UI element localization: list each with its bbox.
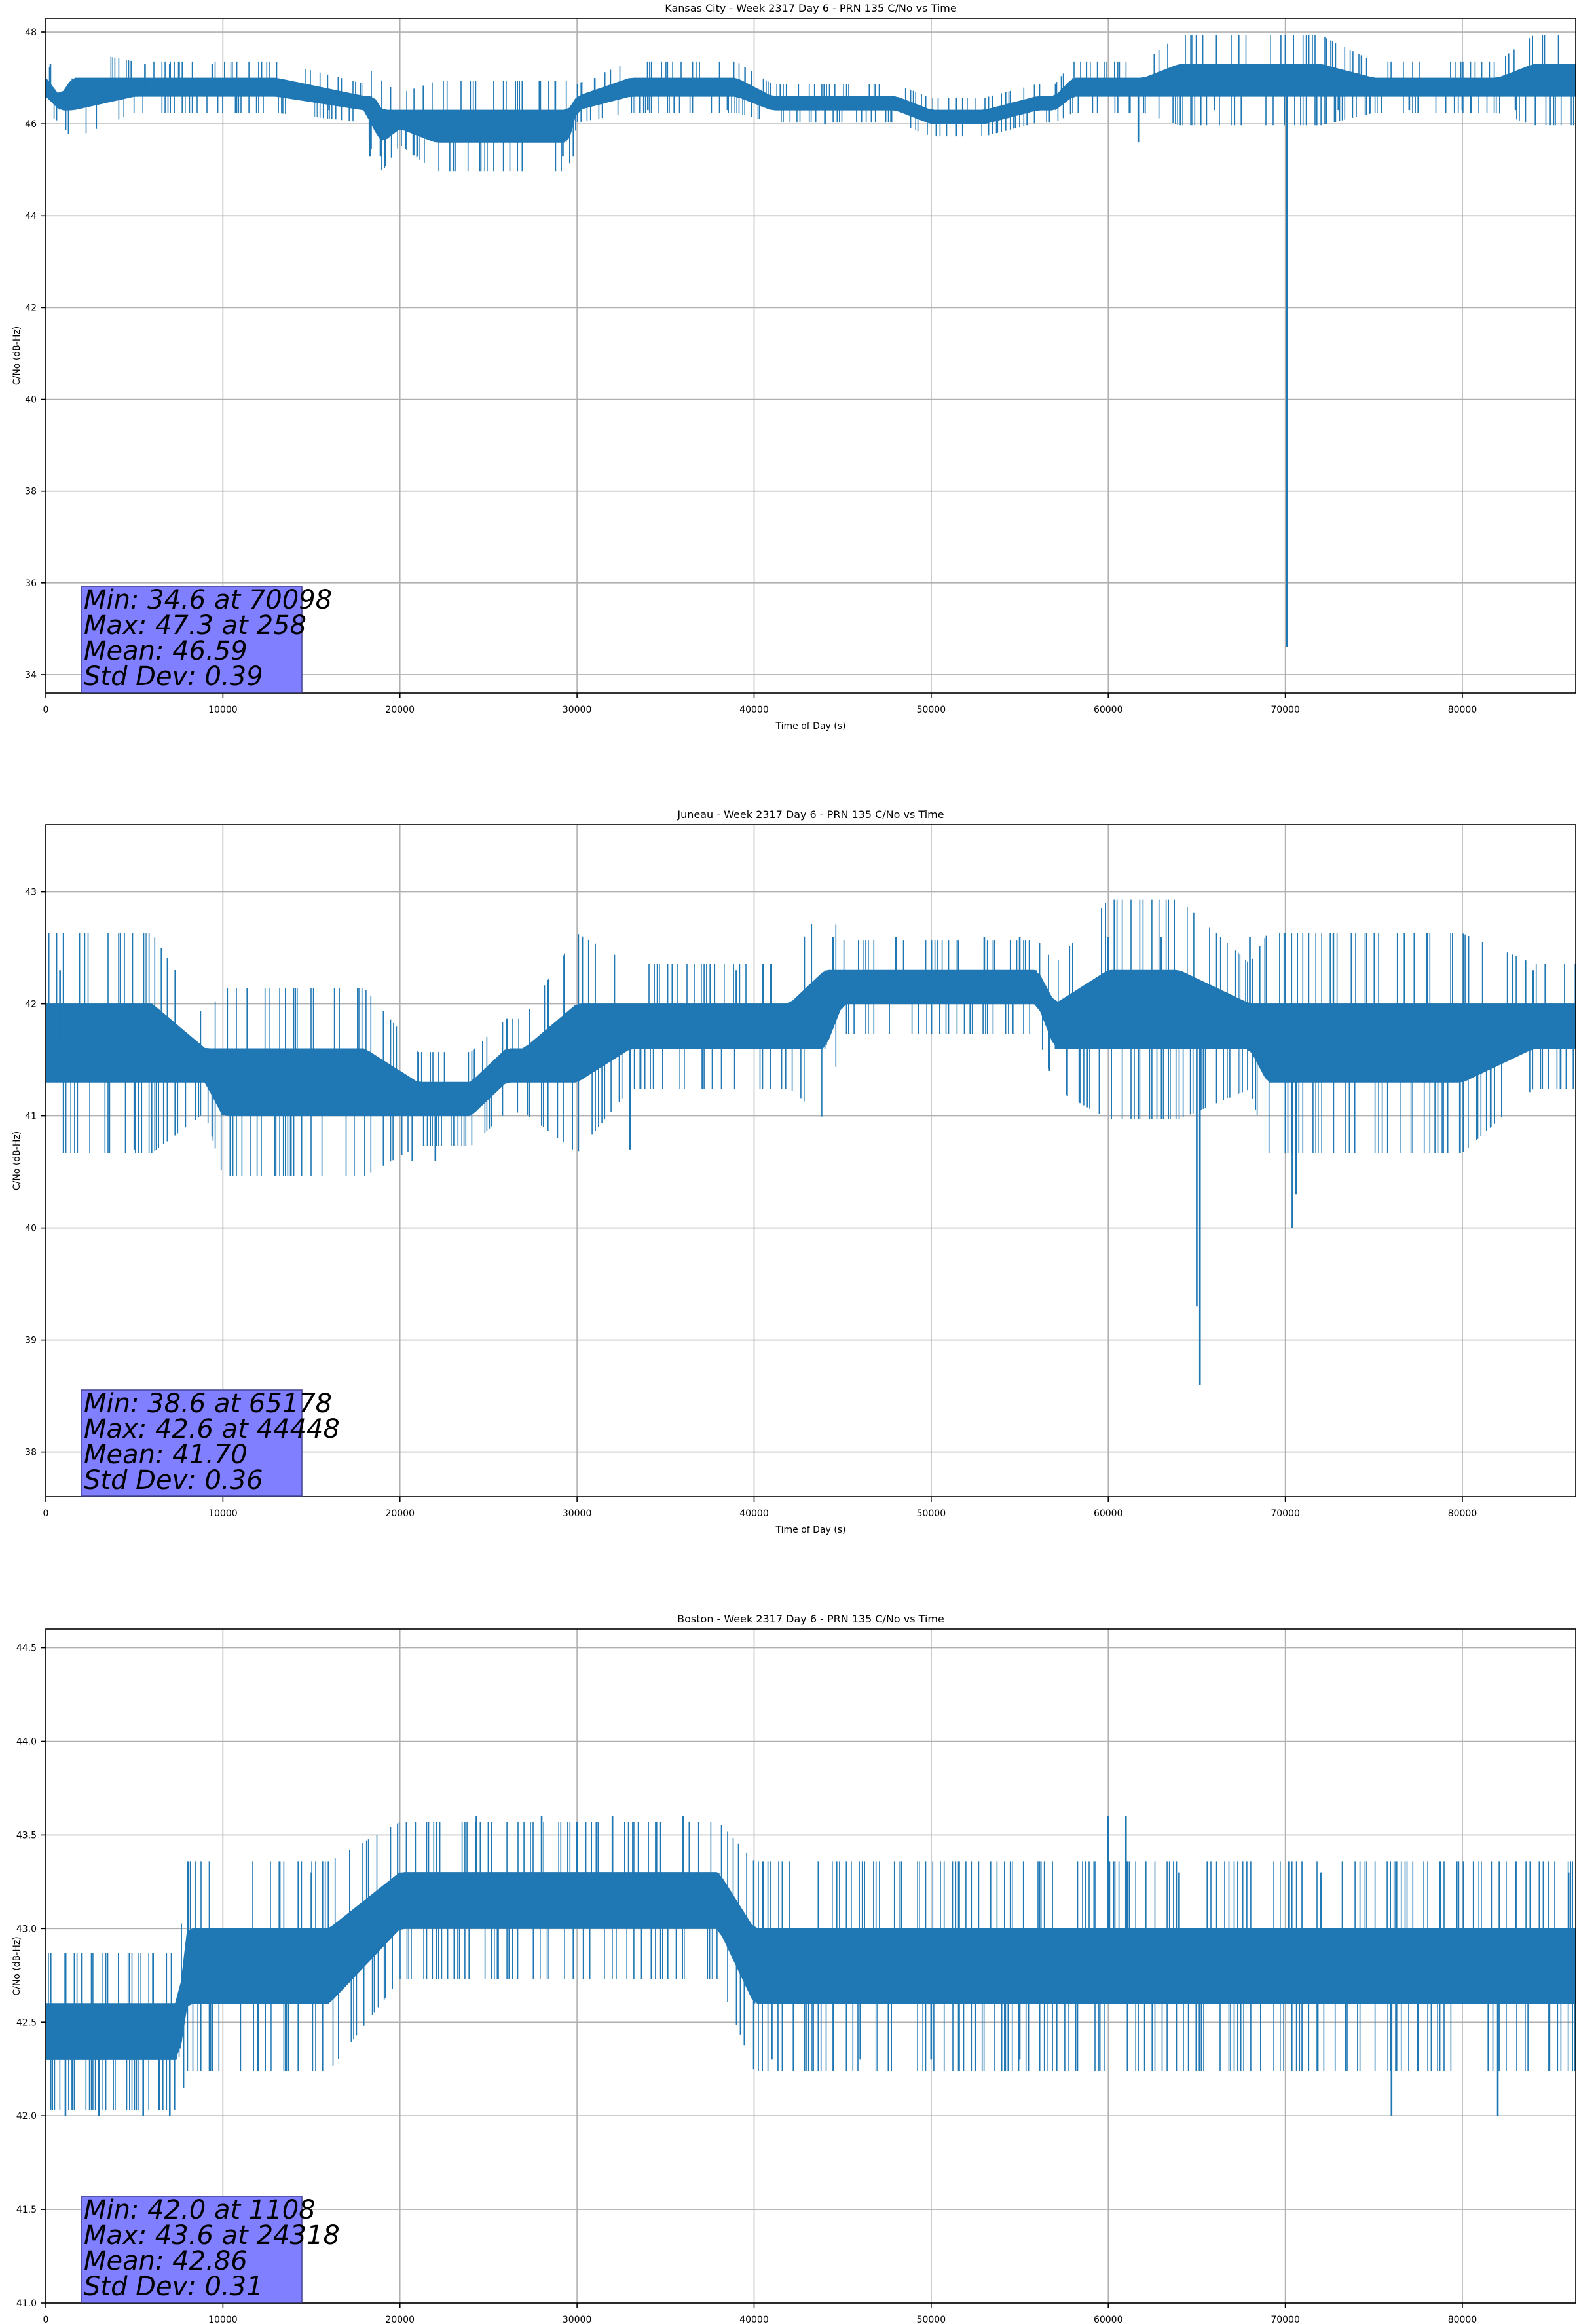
chart-title: Boston - Week 2317 Day 6 - PRN 135 C/No … [677, 1613, 944, 1625]
x-tick-label: 70000 [1271, 705, 1300, 715]
x-tick-label: 60000 [1094, 1509, 1123, 1519]
chart-panel-2: 0 10000 20000 30000 40000 50000 60000 70000 8000… [12, 1613, 1576, 2324]
y-tick-label: 34 [25, 670, 37, 681]
x-tick-label: 40000 [739, 1509, 769, 1519]
x-tick-label: 20000 [385, 705, 415, 715]
x-tick-label: 30000 [563, 705, 592, 715]
stats-line: Mean: 46.59 [84, 636, 248, 666]
x-axis-label: Time of Day (s) [775, 1525, 846, 1535]
x-tick-label: 80000 [1448, 1509, 1477, 1519]
stats-line: Mean: 42.86 [84, 2246, 248, 2276]
y-tick-label: 43.0 [16, 1924, 37, 1934]
chart-title: Kansas City - Week 2317 Day 6 - PRN 135 … [665, 2, 956, 14]
x-tick-label: 0 [43, 2315, 49, 2324]
stats-box [81, 586, 303, 693]
y-tick-label: 38 [25, 487, 37, 497]
x-tick-label: 70000 [1271, 1509, 1300, 1519]
x-tick-label: 50000 [917, 1509, 946, 1519]
y-axis-label: C/No (dB-Hz) [12, 326, 22, 385]
stats-line: Min: 34.6 at 70098 [84, 585, 332, 615]
y-tick-label: 39 [25, 1336, 37, 1346]
y-axis-label: C/No (dB-Hz) [12, 1936, 22, 1995]
x-tick-label: 60000 [1094, 2315, 1123, 2324]
chart-title: Juneau - Week 2317 Day 6 - PRN 135 C/No … [677, 808, 944, 821]
y-tick-label: 38 [25, 1448, 37, 1458]
stats-line: Std Dev: 0.36 [84, 1465, 263, 1495]
x-tick-label: 20000 [385, 1509, 415, 1519]
stats-line: Std Dev: 0.39 [84, 662, 263, 692]
x-tick-label: 80000 [1448, 705, 1477, 715]
y-tick-label: 42 [25, 1000, 37, 1010]
x-tick-label: 0 [43, 1509, 49, 1519]
x-tick-label: 40000 [739, 705, 769, 715]
y-tick-label: 46 [25, 119, 37, 130]
axes-frame [45, 824, 1576, 1497]
y-tick-label: 44.0 [16, 1737, 37, 1748]
y-tick-label: 41.0 [16, 2298, 37, 2309]
y-tick-label: 41.5 [16, 2205, 37, 2215]
y-tick-label: 44.5 [16, 1643, 37, 1654]
x-tick-label: 10000 [208, 2315, 238, 2324]
y-tick-label: 42.5 [16, 2017, 37, 2028]
x-tick-label: 0 [43, 705, 49, 715]
x-tick-label: 80000 [1448, 2315, 1477, 2324]
series-band [45, 64, 1576, 143]
y-tick-label: 48 [25, 28, 37, 38]
stats-line: Min: 42.0 at 1108 [84, 2195, 316, 2225]
panels: 0 10000 20000 30000 40000 50000 60000 70000 8000… [12, 2, 1576, 2324]
series-band [45, 1872, 1576, 2060]
x-axis-label: Time of Day (s) [775, 721, 846, 732]
stats-line: Max: 43.6 at 24318 [84, 2221, 340, 2251]
stats-box [81, 2196, 303, 2303]
axes-frame [45, 1628, 1576, 2304]
x-tick-label: 70000 [1271, 2315, 1300, 2324]
x-tick-label: 50000 [917, 2315, 946, 2324]
stats-box [81, 1389, 303, 1497]
y-tick-label: 43 [25, 888, 37, 898]
series-band [45, 969, 1576, 1117]
chart-panel-0: 0 10000 20000 30000 40000 50000 60000 70000 8000… [12, 2, 1576, 732]
stats-line: Min: 38.6 at 65178 [84, 1389, 332, 1419]
y-tick-label: 44 [25, 211, 37, 221]
stats-line: Std Dev: 0.31 [84, 2272, 263, 2302]
y-tick-label: 41 [25, 1112, 37, 1122]
stats-line: Mean: 41.70 [84, 1440, 248, 1470]
stats-line: Max: 47.3 at 258 [84, 610, 306, 641]
y-tick-label: 43.5 [16, 1830, 37, 1841]
y-axis-label: C/No (dB-Hz) [12, 1131, 22, 1190]
x-tick-label: 10000 [208, 1509, 238, 1519]
x-tick-label: 20000 [385, 2315, 415, 2324]
x-tick-label: 10000 [208, 705, 238, 715]
x-tick-label: 30000 [563, 2315, 592, 2324]
chart-panel-1: 0 10000 20000 30000 40000 50000 60000 70000 8000… [12, 808, 1576, 1535]
y-tick-label: 36 [25, 578, 37, 589]
axes-frame [45, 18, 1576, 694]
x-tick-label: 30000 [563, 1509, 592, 1519]
y-tick-label: 42 [25, 303, 37, 313]
stats-line: Max: 42.6 at 44448 [84, 1414, 340, 1444]
y-tick-label: 40 [25, 1224, 37, 1234]
x-tick-label: 60000 [1094, 705, 1123, 715]
y-tick-label: 42.0 [16, 2111, 37, 2122]
x-tick-label: 50000 [917, 705, 946, 715]
y-tick-label: 40 [25, 395, 37, 405]
x-tick-label: 40000 [739, 2315, 769, 2324]
